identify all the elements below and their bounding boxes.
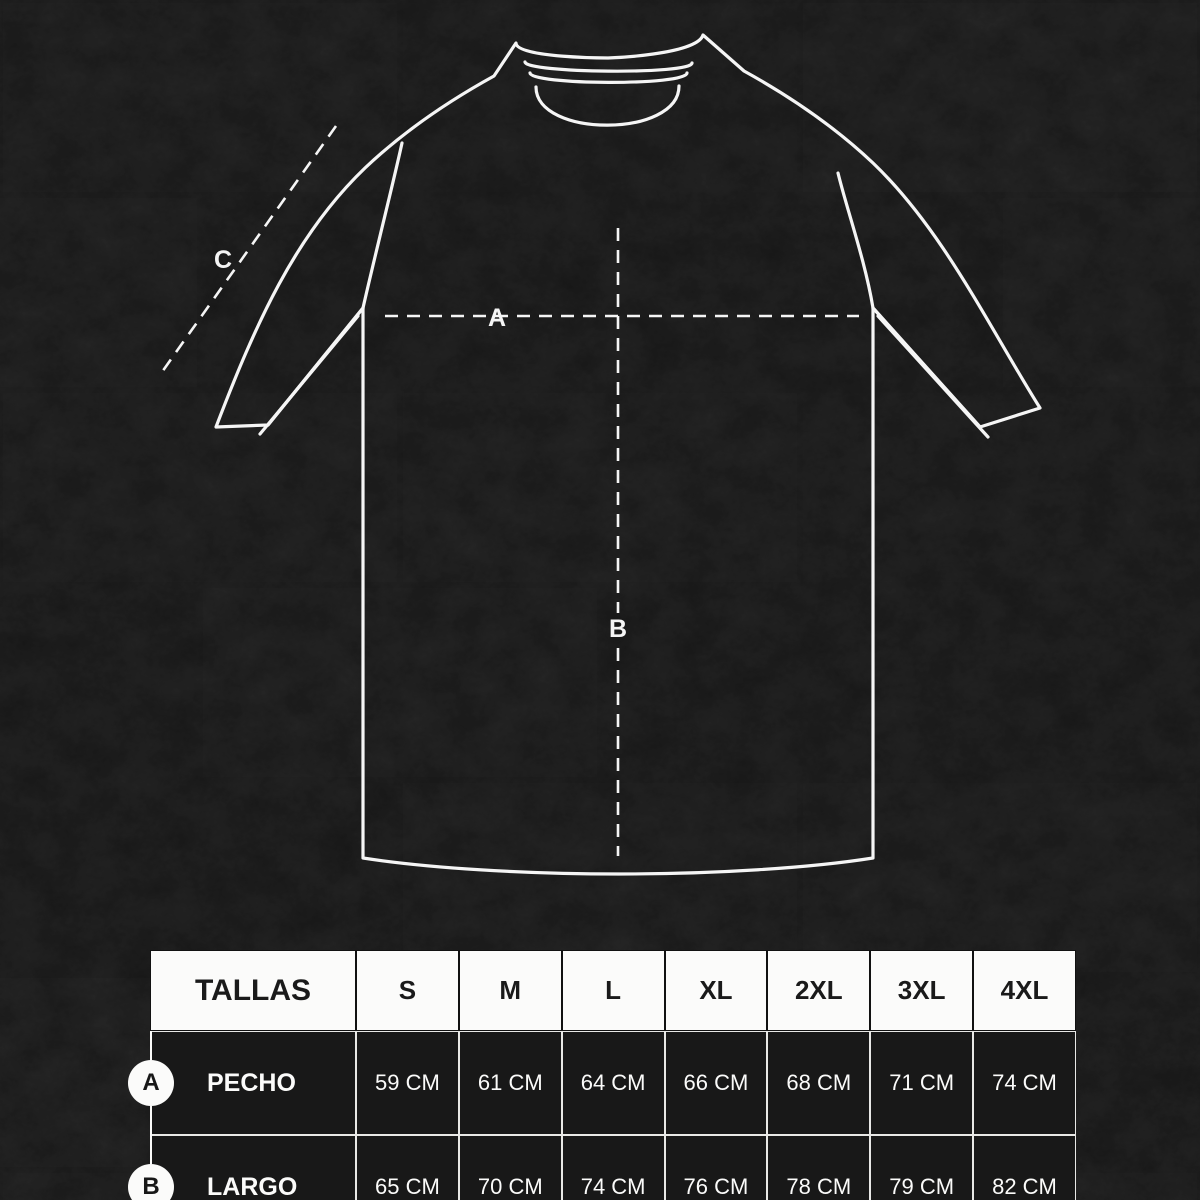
svg-text:B: B: [609, 615, 627, 643]
svg-text:C: C: [214, 246, 232, 274]
svg-text:A: A: [488, 304, 506, 332]
